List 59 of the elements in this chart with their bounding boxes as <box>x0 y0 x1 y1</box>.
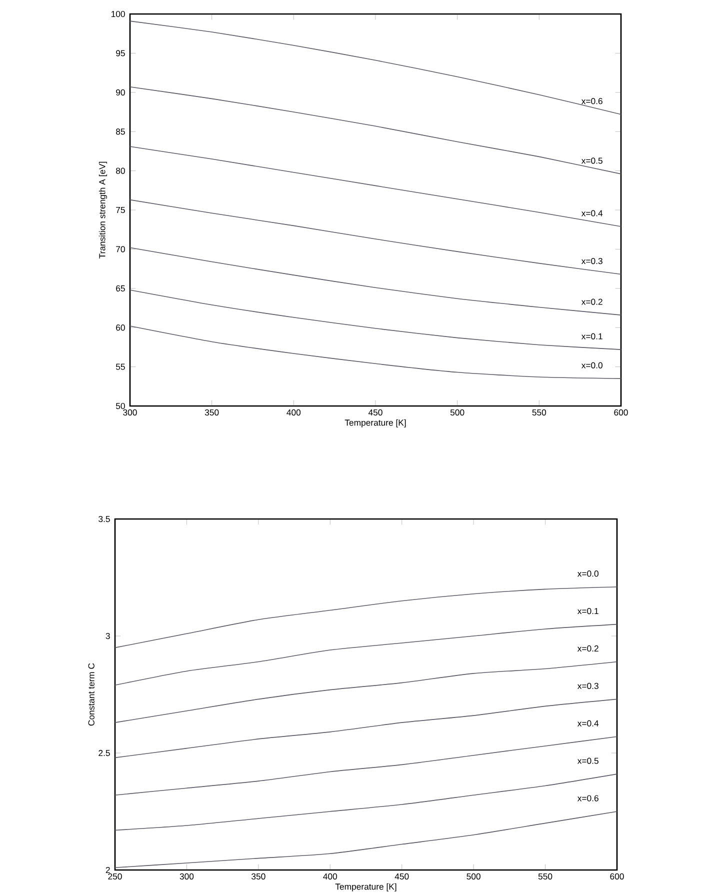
line-series <box>115 811 617 868</box>
y-tick-label: 100 <box>111 10 125 18</box>
series-label: x=0.4 <box>577 720 599 726</box>
y-tick-label: 2.5 <box>98 750 110 756</box>
line-series <box>115 698 617 758</box>
series-label: x=0.3 <box>581 258 602 264</box>
y-tick-label: 85 <box>116 128 125 135</box>
series-label: x=0.2 <box>581 298 602 305</box>
y-tick-label: 50 <box>116 402 125 410</box>
series-label: x=0.2 <box>577 645 598 652</box>
x-tick-label: 450 <box>394 873 409 880</box>
line-series <box>115 736 617 796</box>
x-tick-label: 500 <box>466 873 480 880</box>
series-label: x=0.0 <box>577 570 598 577</box>
series-label: x=0.1 <box>577 608 598 614</box>
series-label: x=0.6 <box>581 98 602 104</box>
x-tick-label: 550 <box>532 409 546 416</box>
line-series <box>130 326 621 379</box>
series-label: x=0.0 <box>581 362 602 368</box>
line-series <box>130 290 621 350</box>
y-tick-label: 70 <box>116 246 125 252</box>
y-axis-title: Transition strength A [eV] <box>98 162 108 259</box>
series-label: x=0.6 <box>577 795 598 802</box>
series-label: x=0.4 <box>581 210 603 216</box>
line-series <box>130 86 621 174</box>
line-series <box>130 20 621 115</box>
line-series <box>130 247 621 316</box>
y-tick-label: 60 <box>116 324 125 331</box>
y-axis-title: Constant term C <box>88 663 94 726</box>
x-tick-label: 550 <box>538 873 552 880</box>
y-tick-label: 95 <box>116 50 125 56</box>
x-tick-label: 300 <box>180 873 194 880</box>
line-series <box>115 774 617 831</box>
x-tick-label: 250 <box>108 873 122 880</box>
series-label: x=0.3 <box>577 682 598 689</box>
line-series <box>130 199 621 275</box>
x-axis-title: Temperature [K] <box>335 883 396 892</box>
series-label: x=0.1 <box>581 333 602 340</box>
x-tick-label: 350 <box>204 409 219 416</box>
x-tick-label: 300 <box>123 409 137 416</box>
y-tick-label: 75 <box>116 206 125 214</box>
x-tick-label: 600 <box>614 409 628 416</box>
x-tick-label: 400 <box>286 409 301 416</box>
y-tick-label: 90 <box>116 89 125 96</box>
x-axis-title: Temperature [K] <box>344 419 406 428</box>
series-label: x=0.5 <box>577 758 598 764</box>
x-tick-label: 500 <box>450 409 464 416</box>
y-tick-label: 2 <box>106 866 110 874</box>
x-tick-label: 600 <box>610 873 624 880</box>
y-tick-label: 3 <box>106 632 110 640</box>
x-tick-label: 350 <box>252 873 266 880</box>
x-tick-label: 450 <box>368 409 382 416</box>
line-series <box>130 146 621 227</box>
y-tick-label: 3.5 <box>98 516 110 522</box>
y-tick-label: 55 <box>116 364 125 370</box>
x-tick-label: 400 <box>323 873 338 880</box>
y-tick-label: 65 <box>116 285 125 292</box>
series-label: x=0.5 <box>581 158 602 164</box>
y-tick-label: 80 <box>116 168 125 174</box>
